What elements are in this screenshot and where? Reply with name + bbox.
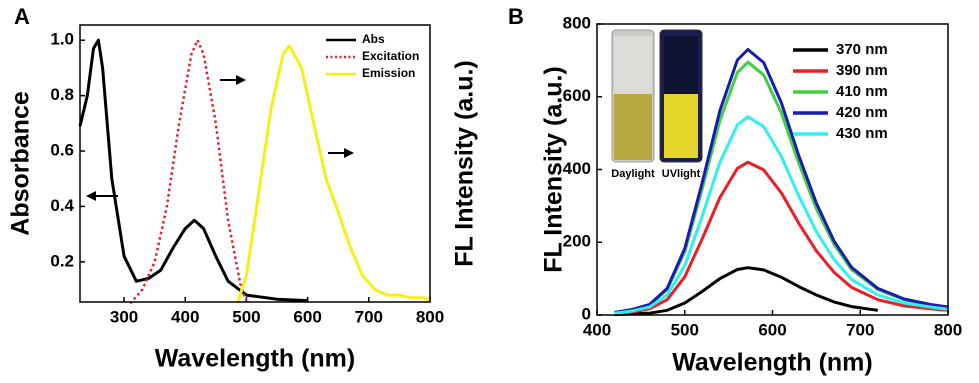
series-line [129, 38, 248, 305]
y-tick-label: 400 [563, 159, 591, 178]
legend-label: Emission [362, 66, 415, 80]
legend-label: 370 nm [836, 41, 888, 58]
series-line [78, 38, 308, 303]
x-tick-label: 700 [846, 320, 874, 339]
x-tick-label: 700 [355, 307, 383, 326]
legend-label: Excitation [362, 49, 419, 63]
x-tick-label: 800 [934, 320, 962, 339]
panel-label: A [14, 4, 30, 29]
y-tick-label: 800 [563, 13, 591, 32]
y-axis-title: FL Intensity (a.u.) [540, 66, 568, 273]
legend-label: 420 nm [836, 104, 888, 121]
x-tick-label: 400 [583, 320, 611, 339]
panel-label: B [508, 4, 524, 29]
legend-label: 390 nm [836, 62, 888, 79]
y-tick-label: 600 [563, 86, 591, 105]
series-line [614, 266, 879, 317]
x-axis-title: Wavelength (nm) [672, 349, 872, 377]
series-line [614, 48, 949, 314]
series-line [614, 115, 949, 315]
y-tick-label: 0 [582, 304, 591, 323]
y-axis-title: Absorbance [7, 91, 35, 236]
x-tick-label: 400 [171, 307, 199, 326]
inset-label: Daylight [611, 168, 655, 180]
series-line [235, 44, 431, 304]
arrows [86, 75, 354, 201]
legend-label: 430 nm [836, 125, 888, 142]
y-tick-label: 0.6 [50, 141, 74, 160]
y-tick-label: 200 [563, 232, 591, 251]
y-tick-label: 0.4 [50, 196, 74, 215]
inset-photo: Daylight UVlight [611, 29, 703, 180]
x-tick-label: 500 [232, 307, 260, 326]
y-tick-label: 0.8 [50, 85, 74, 104]
x-tick-label: 500 [671, 320, 699, 339]
x-tick-label: 300 [110, 307, 138, 326]
plot-frame [596, 23, 949, 316]
series-line [614, 160, 949, 315]
inset-label: UVlight [662, 168, 701, 180]
legend-label: Abs [362, 32, 385, 46]
y-tick-label: 0.2 [50, 251, 74, 270]
y2-axis-title: FL Intensity (a.u.) [451, 60, 479, 267]
x-tick-label: 600 [293, 307, 321, 326]
x-axis-title: Wavelength (nm) [155, 345, 355, 373]
y-tick-label: 1.0 [50, 30, 74, 49]
x-tick-label: 800 [416, 307, 444, 326]
plot-frame [79, 24, 431, 303]
legend-label: 410 nm [836, 83, 888, 100]
x-tick-label: 600 [758, 320, 786, 339]
